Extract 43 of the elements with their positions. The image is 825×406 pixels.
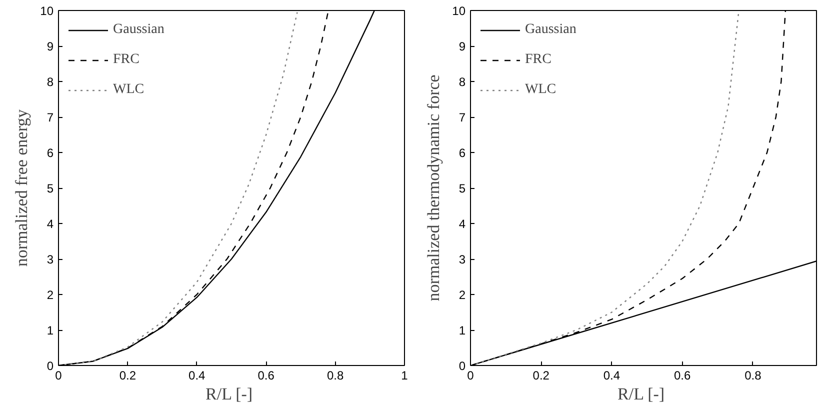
y-tick-label: 8 [458,75,466,89]
x-axis-title: R/L [-] [618,384,665,404]
legend-label: FRC [113,52,140,68]
y-tick-label: 5 [458,182,466,196]
legend-label: Gaussian [525,22,576,38]
x-tick-label: 0.2 [119,368,136,382]
y-tick-label: 4 [46,217,54,231]
y-tick-label: 4 [458,217,466,231]
legend-label: WLC [525,82,556,98]
x-tick-label: 0.8 [744,368,762,382]
y-tick-label: 6 [46,146,54,160]
y-tick-label: 10 [452,4,466,18]
y-axis-title: normalized free energy [12,108,32,267]
y-tick-label: 9 [458,40,466,54]
y-tick-label: 2 [46,288,54,302]
x-tick-label: 0.6 [258,368,275,382]
y-tick-label: 5 [46,182,54,196]
y-axis-title: normalized thermodynamic force [424,74,444,302]
x-tick-label: 0.6 [674,368,692,382]
x-tick-label: 0.2 [532,368,550,382]
x-tick-label: 0.4 [188,368,206,382]
x-tick-label: 0 [55,368,62,382]
x-tick-label: 0.4 [603,368,620,382]
y-tick-label: 0 [46,359,54,373]
legend-label: FRC [525,52,552,68]
y-tick-label: 0 [458,359,466,373]
legend-label: WLC [113,82,144,98]
y-tick-label: 10 [40,4,54,18]
x-tick-label: 0.8 [326,368,344,382]
x-tick-label: 0 [467,368,474,382]
y-tick-label: 2 [458,288,466,302]
x-axis-title: R/L [-] [206,384,253,404]
y-tick-label: 6 [458,146,466,160]
y-tick-label: 1 [458,324,466,338]
y-tick-label: 7 [458,110,466,124]
y-tick-label: 7 [46,110,54,124]
legend-label: Gaussian [113,22,164,38]
x-tick-label: 1 [401,368,408,382]
y-tick-label: 8 [46,75,54,89]
y-tick-label: 3 [458,252,466,266]
y-tick-label: 1 [46,324,54,338]
y-tick-label: 3 [46,252,54,266]
y-tick-label: 9 [46,40,54,54]
